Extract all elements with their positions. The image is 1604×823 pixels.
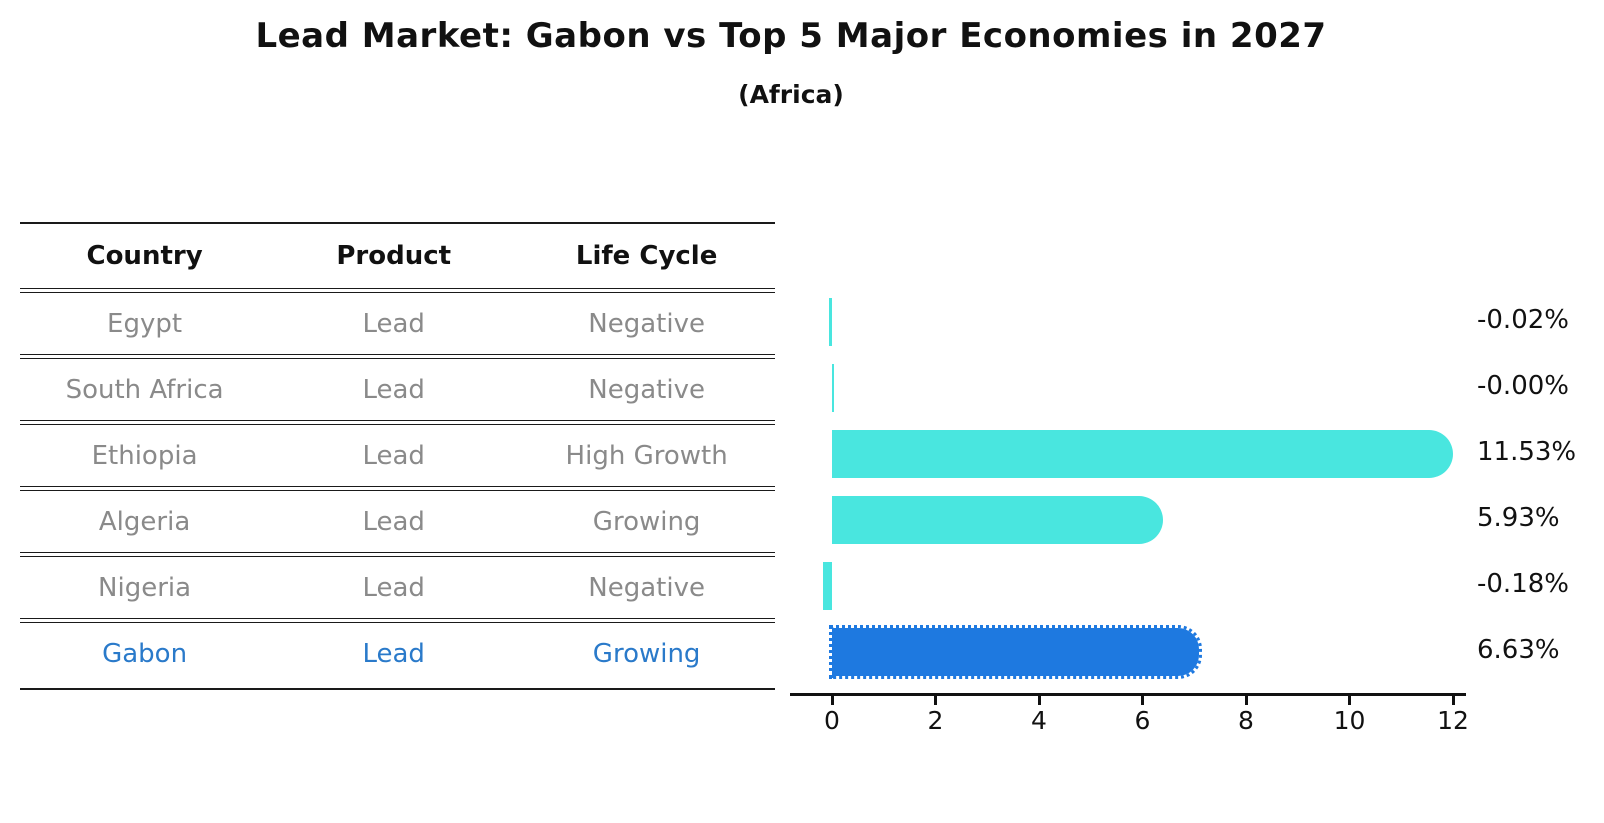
chart-title: Lead Market: Gabon vs Top 5 Major Econom…: [255, 16, 1327, 56]
x-axis-tick: [1244, 696, 1248, 705]
table-cell-country: Gabon: [102, 638, 188, 669]
table-row: Gabon Lead Growing: [20, 623, 775, 684]
table-row: Nigeria Lead Negative: [20, 557, 775, 618]
table-cell-product: Lead: [362, 506, 425, 537]
country-table: Country Product Life Cycle Egypt Lead Nega…: [20, 222, 775, 690]
x-axis-tick: [934, 696, 937, 705]
table-header-country: Country: [86, 241, 203, 271]
table-cell-country: Algeria: [98, 506, 191, 537]
table-cell-product: Lead: [362, 374, 425, 405]
x-axis-tick-label: 10: [1333, 706, 1366, 735]
table-cell-product: Lead: [362, 440, 425, 471]
bar-value-label: 6.63%: [1477, 635, 1560, 665]
table-row-separator: [20, 354, 775, 359]
x-axis-tick-label: 8: [1238, 706, 1254, 735]
x-axis-tick: [1037, 696, 1041, 705]
x-axis-tick-label: 12: [1437, 706, 1469, 735]
bar: [832, 496, 1163, 544]
bar-highlight: [829, 625, 1203, 679]
x-axis-tick-label: 2: [927, 706, 944, 735]
bar-value-label: -0.18%: [1477, 569, 1569, 599]
x-axis-tick-label: 6: [1134, 706, 1151, 735]
table-row: Algeria Lead Growing: [20, 491, 775, 552]
table-top-line: [20, 222, 775, 224]
table-cell-lifecycle: High Growth: [565, 440, 728, 471]
table-cell-lifecycle: Growing: [592, 638, 701, 669]
bar-value-label: -0.00%: [1477, 371, 1569, 401]
x-axis-tick-label: 0: [824, 706, 840, 735]
x-axis-tick: [1141, 696, 1144, 705]
bar-value-label: 11.53%: [1477, 437, 1577, 467]
table-row-separator: [20, 288, 775, 293]
x-axis-tick: [830, 696, 834, 705]
table-cell-country: Ethiopia: [91, 440, 198, 471]
table-cell-product: Lead: [362, 572, 425, 603]
x-axis-tick: [1348, 696, 1351, 705]
x-axis-tick: [1451, 696, 1455, 705]
bar-value-label: -0.02%: [1477, 305, 1569, 335]
bar: [832, 430, 1453, 478]
table-cell-country: Nigeria: [98, 572, 192, 603]
table-header-row: Country Product Life Cycle: [20, 224, 775, 288]
table-header-lifecycle: Life Cycle: [575, 241, 718, 271]
chart-subtitle: (Africa): [738, 80, 844, 109]
table-cell-product: Lead: [362, 308, 425, 339]
table-header-product: Product: [336, 241, 452, 271]
table-cell-country: South Africa: [65, 374, 224, 405]
table-cell-lifecycle: Negative: [588, 374, 705, 405]
table-bottom-line: [20, 688, 775, 690]
x-axis-tick-label: 4: [1031, 706, 1047, 735]
table-cell-country: Egypt: [107, 308, 183, 339]
table-row-separator: [20, 486, 775, 491]
bar-value-label: 5.93%: [1477, 503, 1560, 533]
table-cell-lifecycle: Negative: [588, 572, 705, 603]
x-axis-line: [790, 693, 1466, 696]
table-row: Egypt Lead Negative: [20, 293, 775, 354]
table-cell-product: Lead: [362, 638, 425, 669]
table-row-separator: [20, 618, 775, 623]
table-row-separator: [20, 420, 775, 425]
bar: [829, 298, 832, 346]
table-row-separator: [20, 552, 775, 557]
table-cell-lifecycle: Negative: [588, 308, 705, 339]
table-cell-lifecycle: Growing: [592, 506, 701, 537]
table-row: Ethiopia Lead High Growth: [20, 425, 775, 486]
bar: [832, 364, 834, 412]
table-row: South Africa Lead Negative: [20, 359, 775, 420]
bar: [822, 562, 832, 610]
